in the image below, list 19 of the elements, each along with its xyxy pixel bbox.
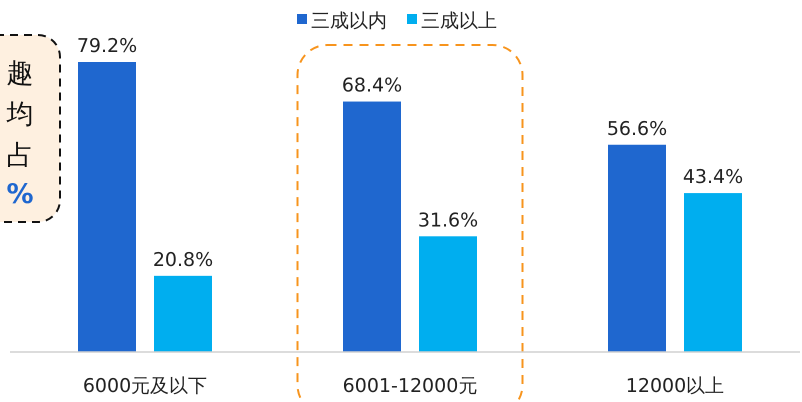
annotation: % bbox=[6, 179, 34, 210]
bar bbox=[684, 193, 742, 352]
data-label: 56.6% bbox=[606, 118, 668, 140]
bar bbox=[419, 236, 477, 352]
x-tick-label: 12000以上 bbox=[626, 375, 724, 397]
legend-label: 三成以上 bbox=[421, 10, 497, 32]
data-label: 31.6% bbox=[418, 209, 478, 232]
data-label: 43.4% bbox=[682, 166, 744, 188]
data-label: 20.8% bbox=[152, 248, 214, 271]
data-label: 68.4% bbox=[342, 74, 402, 97]
bar bbox=[343, 102, 401, 352]
bar bbox=[78, 62, 136, 352]
legend-label: 三成以内 bbox=[311, 10, 387, 32]
annotation: 趣均占 bbox=[6, 58, 34, 171]
data-label: 79.2% bbox=[76, 35, 138, 57]
bar bbox=[608, 144, 666, 352]
bar bbox=[154, 276, 212, 352]
x-tick-label: 6001-12000元 bbox=[342, 375, 478, 397]
x-tick-label: 6000元及以下 bbox=[82, 375, 208, 397]
